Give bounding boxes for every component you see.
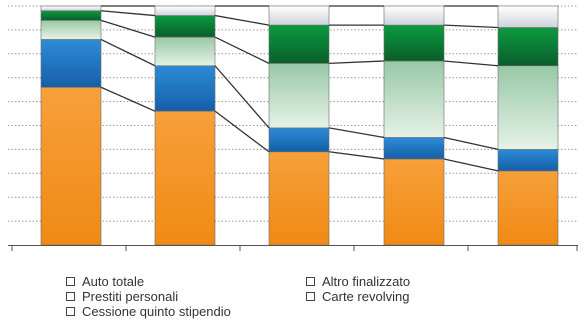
connector-line xyxy=(100,86,156,112)
bar-segment xyxy=(268,63,330,129)
bar-segment xyxy=(383,60,445,138)
bar-segment xyxy=(154,110,216,246)
bar-segment xyxy=(497,27,559,67)
bar-segment xyxy=(383,137,445,160)
bar-segment xyxy=(383,158,445,246)
bar-segment xyxy=(497,65,559,150)
bar-segment xyxy=(497,5,559,28)
connector-line xyxy=(443,60,499,67)
legend-item-prestiti-personali: Prestiti personali xyxy=(66,289,231,304)
legend-column-2: Altro finalizzato Carte revolving xyxy=(306,274,410,304)
bar-segment xyxy=(40,39,102,88)
connector-line xyxy=(443,158,499,172)
bar-segment xyxy=(268,24,330,64)
legend-label: Altro finalizzato xyxy=(322,274,411,289)
legend-swatch xyxy=(66,292,75,301)
connector-line xyxy=(328,60,385,65)
legend-column-1: Auto totale Prestiti personali Cessione … xyxy=(66,274,231,319)
connector-line xyxy=(214,65,270,129)
bar-segment xyxy=(40,86,102,246)
connector-line xyxy=(100,10,156,17)
bar-segment xyxy=(383,5,445,26)
legend-item-auto-totale: Auto totale xyxy=(66,274,231,289)
legend-label: Prestiti personali xyxy=(82,289,179,304)
legend-swatch xyxy=(66,277,75,286)
legend-item-altro-finalizzato: Altro finalizzato xyxy=(306,274,410,289)
connector-line xyxy=(443,24,499,29)
legend-swatch xyxy=(306,277,315,286)
bars-layer xyxy=(40,5,559,246)
legend-item-carte-revolving: Carte revolving xyxy=(306,289,410,304)
bar-segment xyxy=(268,5,330,26)
bar-segment xyxy=(154,65,216,112)
bar-segment xyxy=(383,24,445,62)
bar-segment xyxy=(497,170,559,246)
connector-lines-layer xyxy=(100,5,499,172)
connector-line xyxy=(214,110,270,153)
connector-line xyxy=(100,19,156,38)
legend-label: Carte revolving xyxy=(322,289,410,304)
bar-segment xyxy=(154,36,216,67)
legend-item-cessione-quinto-stipendio: Cessione quinto stipendio xyxy=(66,304,231,319)
connector-line xyxy=(214,36,270,64)
legend-label: Auto totale xyxy=(82,274,145,289)
legend-swatch xyxy=(66,307,75,316)
bar-segment xyxy=(40,5,102,12)
legend-label: Cessione quinto stipendio xyxy=(82,304,231,319)
legend-swatch xyxy=(306,292,315,301)
connector-line xyxy=(328,151,385,160)
bar-segment xyxy=(40,10,102,21)
connector-line xyxy=(328,127,385,139)
connector-line xyxy=(100,38,156,67)
bar-segment xyxy=(154,15,216,38)
bar-segment xyxy=(268,151,330,246)
bar-segment xyxy=(154,5,216,16)
bar-segment xyxy=(40,20,102,40)
axis-layer xyxy=(8,245,578,251)
bar-segment xyxy=(268,127,330,153)
connector-line xyxy=(214,14,270,26)
bar-segment xyxy=(497,149,559,172)
connector-line xyxy=(443,136,499,151)
